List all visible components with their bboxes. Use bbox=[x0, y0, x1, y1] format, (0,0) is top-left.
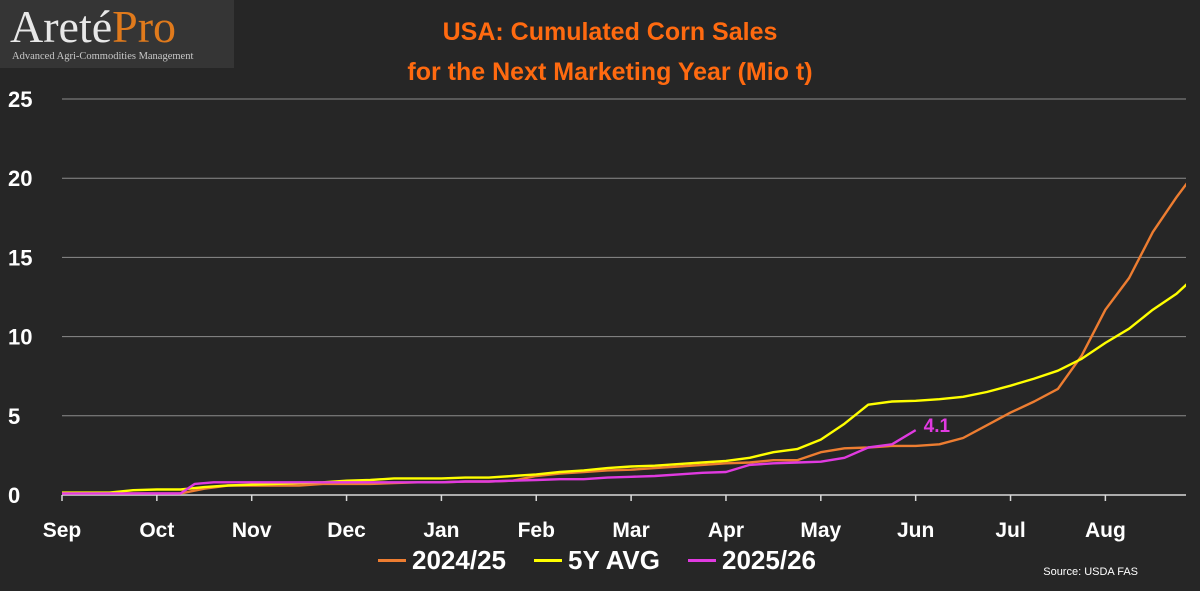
chart-title-line1: USA: Cumulated Corn Sales bbox=[442, 18, 778, 46]
chart-title-line2: for the Next Marketing Year (Mio t) bbox=[407, 58, 813, 86]
y-tick-label: 25 bbox=[8, 87, 32, 112]
series-line-2024-25 bbox=[62, 182, 1186, 495]
x-tick-label: Apr bbox=[708, 519, 744, 542]
x-tick-label: Feb bbox=[518, 519, 555, 542]
x-tick-label: Sep bbox=[43, 519, 82, 542]
series-line-5y-avg bbox=[62, 283, 1186, 494]
x-tick-label: Mar bbox=[612, 519, 649, 542]
logo-wordmark: AretéPro bbox=[10, 2, 176, 52]
y-tick-label: 5 bbox=[8, 404, 20, 429]
legend-label-2025-26: 2025/26 bbox=[722, 545, 816, 575]
chart-legend: 2024/25 5Y AVG 2025/26 bbox=[378, 545, 844, 576]
legend-swatch bbox=[533, 559, 562, 562]
data-label-2025-26-last: 4.1 bbox=[924, 416, 951, 437]
source-note: Source: USDA FAS bbox=[1043, 566, 1138, 578]
legend-swatch bbox=[688, 559, 716, 562]
x-tick-label: Aug bbox=[1085, 519, 1126, 542]
logo-tagline: Advanced Agri-Commodities Management bbox=[12, 51, 194, 62]
logo-name-part2: Pro bbox=[112, 1, 177, 52]
aretepro-logo: AretéPro Advanced Agri-Commodities Manag… bbox=[0, 0, 234, 68]
series-line-2025-26 bbox=[62, 429, 917, 495]
x-tick-label: Dec bbox=[327, 519, 366, 542]
y-tick-label: 15 bbox=[8, 245, 32, 270]
x-tick-label: Jan bbox=[423, 519, 459, 542]
x-tick-label: May bbox=[800, 519, 841, 542]
x-tick-label: Nov bbox=[232, 519, 272, 542]
logo-name-part1: Areté bbox=[10, 1, 113, 52]
x-tick-label: Oct bbox=[139, 519, 174, 542]
legend-item: 2025/26 bbox=[688, 545, 816, 576]
legend-item: 5Y AVG bbox=[533, 545, 660, 576]
y-tick-label: 20 bbox=[8, 166, 32, 191]
y-tick-label: 10 bbox=[8, 325, 32, 350]
legend-label-2024-25: 2024/25 bbox=[412, 545, 506, 575]
legend-label-5y-avg: 5Y AVG bbox=[567, 545, 660, 575]
x-tick-label: Jul bbox=[995, 519, 1025, 542]
legend-item: 2024/25 bbox=[378, 545, 506, 576]
y-tick-label: 0 bbox=[8, 483, 20, 508]
x-tick-label: Jun bbox=[897, 519, 934, 542]
legend-swatch bbox=[378, 559, 406, 562]
